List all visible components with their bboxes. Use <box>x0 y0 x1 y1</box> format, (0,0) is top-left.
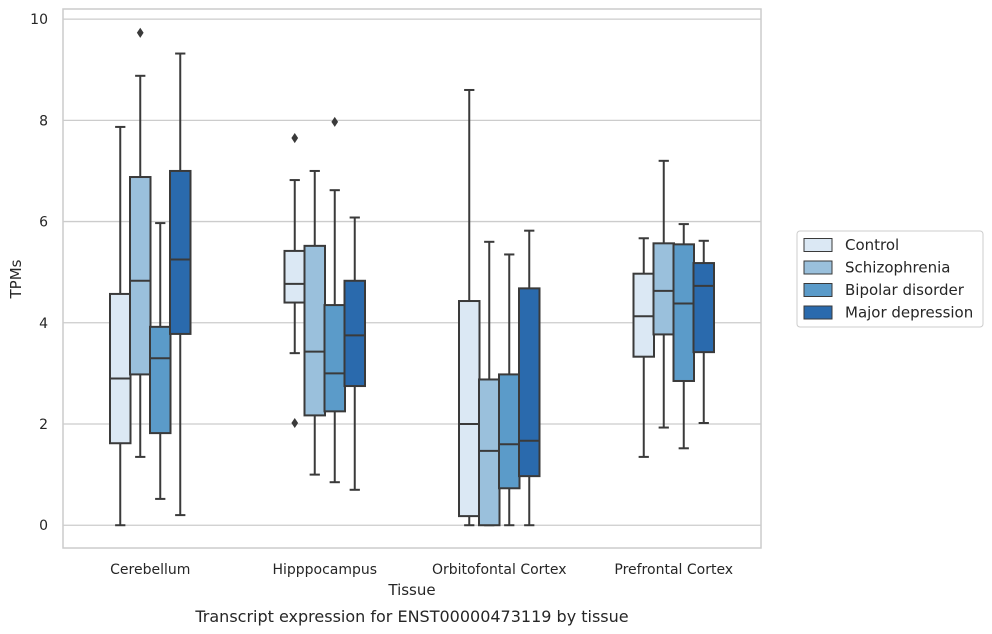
y-tick-label: 2 <box>39 417 48 433</box>
box <box>129 176 152 376</box>
x-axis-label: Tissue <box>387 581 435 599</box>
box <box>343 279 366 388</box>
legend-swatch <box>803 238 833 252</box>
series-schizophrenia <box>129 27 675 527</box>
outlier-point <box>331 116 339 127</box>
box <box>478 378 501 527</box>
y-tick-label: 0 <box>39 518 48 534</box>
box <box>283 249 306 304</box>
legend-label: Schizophrenia <box>845 259 950 277</box>
x-tick-label: Prefrontal Cortex <box>614 562 733 578</box>
box <box>692 262 715 354</box>
box <box>149 325 172 435</box>
outlier-point <box>136 27 144 38</box>
y-tick-label: 10 <box>30 12 48 28</box>
series-bipolar-disorder <box>149 116 695 527</box>
series-major-depression <box>169 52 715 527</box>
box <box>518 287 541 478</box>
box <box>169 169 192 335</box>
figure-caption: Transcript expression for ENST0000047311… <box>194 607 628 626</box>
x-tick-label: Cerebellum <box>110 562 190 578</box>
legend-frame <box>796 230 984 328</box>
y-tick-label: 4 <box>39 316 48 332</box>
outlier-point <box>291 417 299 429</box>
y-axis-ticks: 0 2 4 6 8 10 <box>30 12 48 534</box>
box <box>323 304 346 413</box>
x-tick-label: Hipppocampus <box>272 562 377 578</box>
legend-label: Control <box>845 236 899 254</box>
y-tick-label: 6 <box>39 215 48 231</box>
box <box>498 373 521 490</box>
legend-swatch <box>803 305 833 320</box>
legend-label: Bipolar disorder <box>845 281 965 299</box>
box <box>672 243 695 382</box>
y-tick-label: 8 <box>39 113 48 129</box>
x-tick-label: Orbitofontal Cortex <box>432 562 567 578</box>
legend-label: Major depression <box>845 304 973 322</box>
box <box>303 244 326 417</box>
series-control <box>109 88 655 527</box>
plot-frame <box>62 8 762 549</box>
box <box>652 242 675 336</box>
y-axis-label: TPMs <box>7 259 25 299</box>
legend: Control Schizophrenia Bipolar disorder Majo… <box>796 230 984 328</box>
outlier-point <box>291 133 299 144</box>
legend-swatch <box>803 283 833 297</box>
box <box>109 292 132 445</box>
box <box>632 272 655 358</box>
legend-swatch <box>803 260 833 275</box>
x-axis-ticks: Cerebellum Hipppocampus Orbitofontal Corte… <box>110 562 733 578</box>
box-series <box>109 27 715 527</box>
box <box>458 300 481 518</box>
